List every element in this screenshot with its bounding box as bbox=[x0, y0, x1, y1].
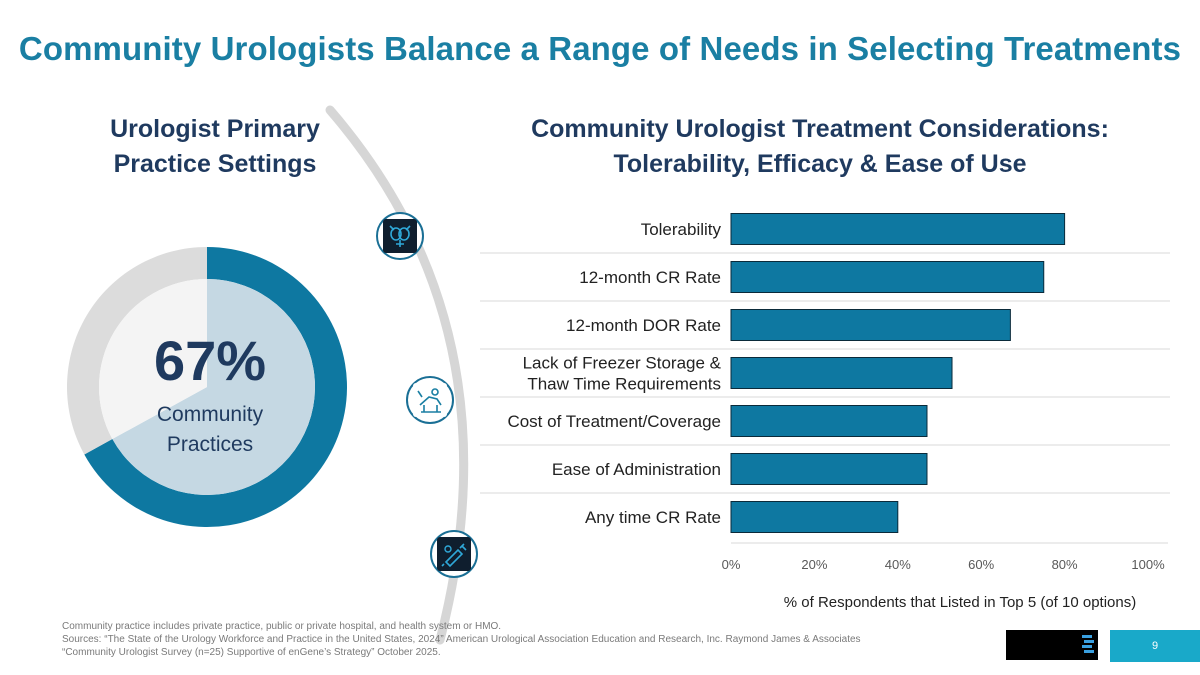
practice-settings-heading-line2: Practice Settings bbox=[113, 150, 317, 178]
x-tick-label-5: 100% bbox=[1131, 557, 1165, 572]
clinic-chair-icon bbox=[406, 376, 454, 424]
category-label-4: Cost of Treatment/Coverage bbox=[507, 412, 721, 431]
category-label-5: Ease of Administration bbox=[552, 460, 721, 479]
category-label-1: 12-month CR Rate bbox=[579, 268, 721, 287]
bar-6 bbox=[730, 501, 899, 533]
donut-inner-other bbox=[99, 279, 207, 440]
bar-4 bbox=[730, 405, 928, 437]
slide-title: Community Urologists Balance a Range of … bbox=[18, 30, 1182, 67]
category-label-0: Tolerability bbox=[641, 220, 722, 239]
syringe-icon bbox=[430, 530, 478, 578]
practice-settings-heading-line1: Urologist Primary bbox=[110, 115, 320, 143]
bar-5 bbox=[730, 453, 928, 485]
x-tick-label-4: 80% bbox=[1052, 557, 1078, 572]
bar-1 bbox=[730, 261, 1045, 293]
bar-3 bbox=[730, 357, 953, 389]
practice-settings-heading: Urologist Primary Practice Settings bbox=[80, 112, 350, 182]
donut-percentage: 67% bbox=[153, 329, 267, 392]
footnote: Community practice includes private prac… bbox=[62, 620, 1002, 659]
donut-caption-line1: Community bbox=[156, 403, 264, 426]
x-tick-label-0: 0% bbox=[722, 557, 741, 572]
chart-title-line2: Tolerability, Efficacy & Ease of Use bbox=[613, 150, 1027, 178]
footnote-source-2: “Community Urologist Survey (n=25) Suppo… bbox=[62, 647, 441, 658]
treatment-considerations-chart: Tolerability 12-month CR Rate 12-month DOR… bbox=[480, 213, 1170, 572]
donut-segment-other bbox=[67, 247, 207, 455]
chart-title: Community Urologist Treatment Considerat… bbox=[480, 112, 1160, 182]
category-label-3: Lack of Freezer Storage & Thaw Time Requi… bbox=[523, 354, 722, 394]
category-label-6: Any time CR Rate bbox=[585, 508, 721, 527]
company-logo bbox=[1006, 630, 1098, 660]
bar-2 bbox=[730, 309, 1011, 341]
category-label-2: 12-month DOR Rate bbox=[566, 316, 721, 335]
page-number: 9 bbox=[1110, 630, 1200, 662]
practice-donut-chart bbox=[67, 247, 347, 527]
x-axis-title: % of Respondents that Listed in Top 5 (o… bbox=[783, 594, 1137, 611]
footnote-source-1: Sources: “The State of the Urology Workf… bbox=[62, 634, 861, 645]
chart-title-line1: Community Urologist Treatment Considerat… bbox=[531, 115, 1109, 143]
bar-0 bbox=[730, 213, 1066, 245]
x-tick-label-1: 20% bbox=[801, 557, 827, 572]
x-tick-label-3: 60% bbox=[968, 557, 994, 572]
x-tick-label-2: 40% bbox=[885, 557, 911, 572]
donut-caption: Community Practices bbox=[110, 400, 310, 460]
donut-inner-community bbox=[112, 279, 315, 495]
donut-caption-line2: Practices bbox=[166, 433, 254, 456]
logo-mark-icon bbox=[1082, 635, 1094, 653]
organs-icon bbox=[376, 212, 424, 260]
footnote-definition: Community practice includes private prac… bbox=[62, 621, 502, 632]
